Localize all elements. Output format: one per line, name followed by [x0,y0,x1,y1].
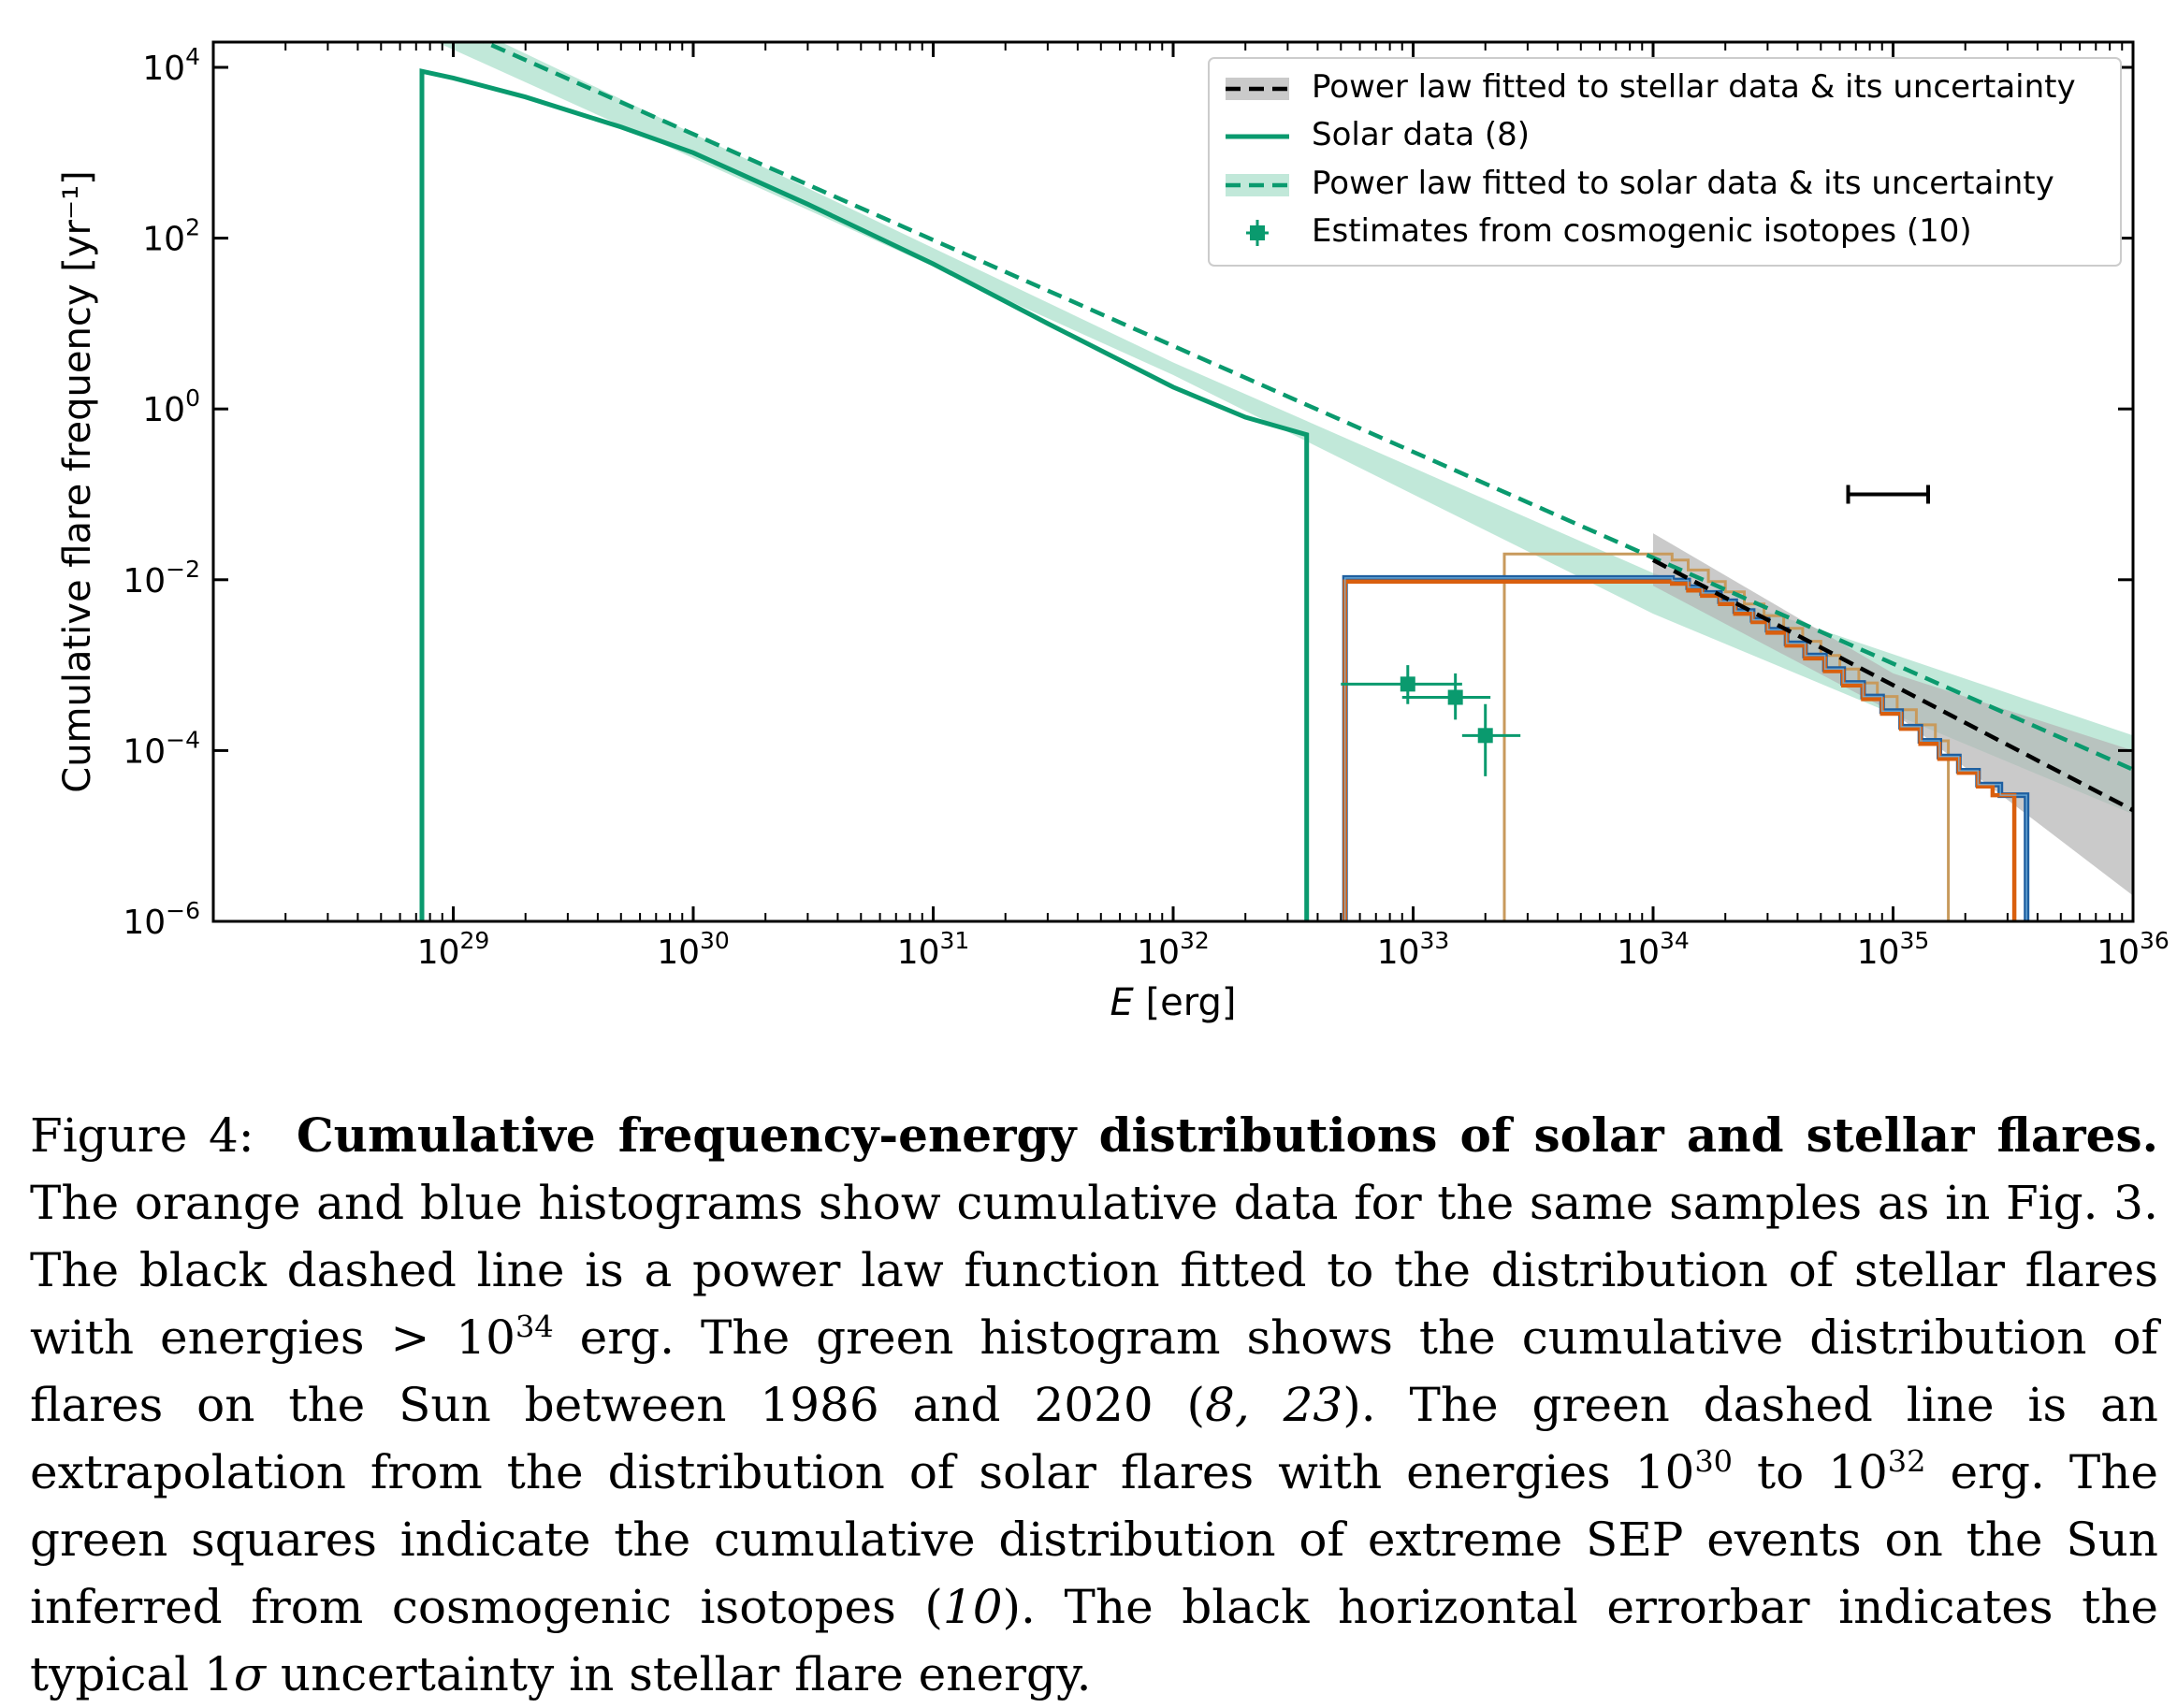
cosmogenic-point-3 [1477,728,1493,744]
x-tick-label: 1033 [1377,927,1450,972]
legend-label-cosmogenic: Estimates from cosmogenic isotopes (10) [1312,212,1972,250]
caption-text: to 10 [1733,1445,1888,1499]
x-tick-label: 1031 [897,927,970,972]
y-tick-label: 10−2 [123,556,200,601]
x-tick-label: 1036 [2097,927,2170,972]
legend-label-solar-data: Solar data (8) [1312,116,1530,153]
caption-title: Cumulative frequency-energy distribution… [296,1107,2159,1163]
caption-text: erg. The green histogram shows the cumul… [30,1310,2158,1432]
x-tick-label: 1029 [417,927,490,972]
legend-label-solar-fit: Power law fitted to solar data & its unc… [1312,165,2054,202]
solar-data-line [419,68,1310,921]
stellar-fit-uncertainty-band [1653,533,2133,896]
cosmogenic-point-1 [1400,676,1415,692]
stellar-fit-dashed-line [1651,557,2133,813]
caption-sigma: σ [233,1647,266,1701]
caption-reference: 8, 23 [1205,1378,1343,1432]
x-tick-label: 1035 [1857,927,1930,972]
y-tick-label: 102 [142,214,200,259]
y-tick-label: 100 [142,384,200,429]
cosmogenic-point-2 [1447,689,1463,705]
tan-histogram-line [1502,552,1951,921]
y-tick-label: 10−6 [123,897,200,942]
x-tick-label: 1034 [1617,927,1690,972]
data-series [419,42,2133,921]
x-tick-label: 1030 [657,927,730,972]
y-tick-label: 104 [142,43,200,88]
legend-frame [1208,57,2122,267]
caption-superscript: 30 [1694,1443,1734,1480]
caption-text: erg. The green squares indicate the cumu… [30,1445,2158,1634]
caption-text: The orange and blue histograms show cumu… [30,1176,2158,1365]
legend-label-stellar-fit: Power law fitted to stellar data & its u… [1312,68,2076,106]
caption-superscript: 34 [515,1309,554,1345]
axes: 104 102 100 10−2 10−4 10−6 1029 1030 1031 1032 103… [123,42,2170,972]
blue-histogram-line [1342,574,2030,921]
figure-caption: Figure 4: Cumulative frequency-energy di… [30,1102,2158,1708]
caption-label: Figure 4: [30,1108,254,1163]
flare-frequency-chart: 104 102 100 10−2 10−4 10−6 1029 1030 1031 1032 103… [56,40,2170,1024]
x-tick-label: 1032 [1137,927,1210,972]
y-tick-label: 10−4 [123,726,200,771]
legend-swatch-square [1250,225,1265,240]
legend: Power law fitted to stellar data & its u… [1208,57,2122,267]
y-axis-label: Cumulative flare frequency [yr⁻¹] [56,170,99,792]
x-axis-label: E [erg] [1110,981,1237,1024]
caption-text: uncertainty in stellar flare energy. [266,1647,1092,1701]
orange-histogram-line [1342,579,2017,921]
caption-reference: 10 [942,1580,1003,1634]
blue-histogram-highlight [1343,577,2027,921]
caption-text: ). The green dashed line is an extrapola… [30,1378,2158,1499]
caption-superscript: 32 [1887,1443,1926,1480]
